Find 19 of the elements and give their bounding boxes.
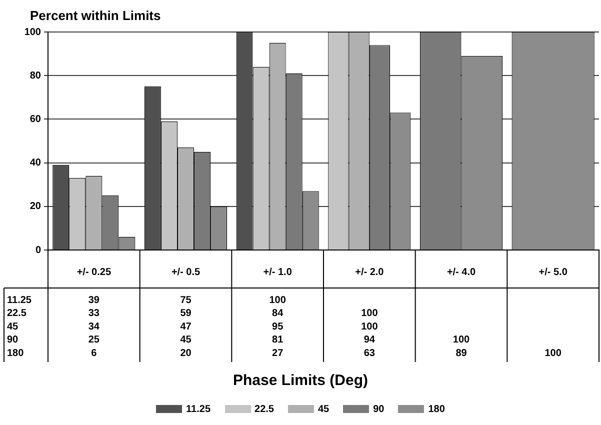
text: Phase Limits (Deg) [232, 372, 370, 389]
y-tick-label: 40 [30, 158, 42, 169]
y-tick-label: 100 [24, 26, 42, 38]
y-tick-label: 20 [30, 201, 42, 212]
legend-label: 45 [317, 404, 330, 415]
legend-label: 11.25 [185, 404, 211, 415]
legend-label: 90 [372, 404, 384, 415]
y-axis-title: Percent within Limits [30, 8, 161, 23]
x-tick-label: +/- 2.0 [355, 266, 384, 278]
y-tick-label: 80 [30, 70, 42, 82]
y-tick-label: 60 [30, 114, 42, 125]
x-tick-label: +/- 1.0 [263, 266, 292, 278]
x-tick-label: +/- 5.0 [538, 266, 568, 278]
x-tick-label: +/- 0.5 [171, 266, 200, 278]
legend-label: 180 [427, 404, 445, 415]
y-tick-label: 0 [35, 244, 42, 256]
x-tick-label: +/- 4.0 [446, 266, 476, 278]
x-tick-label: +/- 0.25 [76, 266, 112, 278]
legend-label: 22.5 [254, 404, 274, 415]
